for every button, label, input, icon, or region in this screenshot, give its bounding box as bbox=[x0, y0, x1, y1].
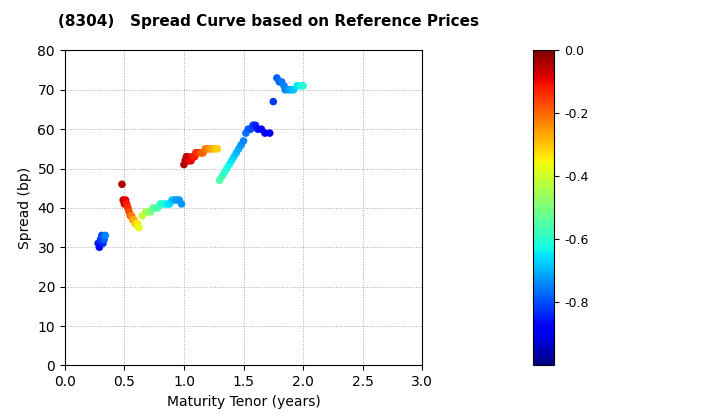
Point bbox=[143, 208, 154, 215]
Point bbox=[96, 232, 107, 239]
Point bbox=[181, 153, 193, 160]
Point bbox=[126, 213, 138, 219]
Point bbox=[130, 220, 142, 227]
Point bbox=[240, 130, 252, 136]
Point bbox=[128, 216, 140, 223]
Point bbox=[238, 138, 249, 144]
X-axis label: Maturity Tenor (years): Maturity Tenor (years) bbox=[166, 395, 320, 409]
Point bbox=[219, 169, 230, 176]
Point bbox=[283, 87, 294, 93]
Point bbox=[271, 75, 283, 81]
Point bbox=[179, 157, 191, 164]
Point bbox=[235, 142, 247, 148]
Point bbox=[196, 150, 207, 156]
Point bbox=[97, 240, 109, 247]
Point bbox=[121, 201, 132, 207]
Point bbox=[278, 82, 289, 89]
Point bbox=[192, 150, 204, 156]
Point bbox=[216, 173, 228, 180]
Point bbox=[147, 205, 158, 211]
Point bbox=[140, 208, 152, 215]
Point bbox=[95, 236, 107, 243]
Point bbox=[94, 244, 105, 251]
Point bbox=[259, 130, 271, 136]
Point bbox=[168, 197, 180, 203]
Point bbox=[199, 145, 211, 152]
Point bbox=[183, 157, 194, 164]
Point bbox=[185, 157, 197, 164]
Point bbox=[130, 220, 141, 227]
Point bbox=[164, 201, 176, 207]
Point bbox=[250, 122, 261, 129]
Point bbox=[120, 197, 131, 203]
Point bbox=[252, 126, 264, 132]
Y-axis label: Spread (bp): Spread (bp) bbox=[18, 167, 32, 249]
Point bbox=[99, 236, 110, 243]
Point bbox=[176, 201, 187, 207]
Point bbox=[221, 165, 233, 172]
Point bbox=[233, 145, 245, 152]
Point bbox=[132, 220, 143, 227]
Point bbox=[116, 181, 127, 188]
Point bbox=[122, 205, 134, 211]
Point bbox=[157, 201, 168, 207]
Point bbox=[292, 82, 303, 89]
Point bbox=[127, 216, 138, 223]
Point bbox=[256, 126, 267, 132]
Point bbox=[230, 150, 242, 156]
Point bbox=[226, 157, 238, 164]
Point bbox=[204, 145, 216, 152]
Point bbox=[133, 224, 145, 231]
Point bbox=[166, 197, 178, 203]
Point bbox=[264, 130, 276, 136]
Point bbox=[279, 87, 291, 93]
Point bbox=[161, 201, 173, 207]
Point bbox=[202, 145, 214, 152]
Point bbox=[189, 153, 200, 160]
Point bbox=[125, 213, 136, 219]
Point bbox=[137, 213, 148, 219]
Point bbox=[181, 153, 192, 160]
Point bbox=[214, 177, 225, 184]
Point bbox=[212, 145, 223, 152]
Point bbox=[186, 153, 198, 160]
Point bbox=[117, 197, 129, 203]
Point bbox=[159, 201, 171, 207]
Point bbox=[152, 205, 163, 211]
Point bbox=[276, 79, 287, 85]
Point bbox=[297, 82, 309, 89]
Point bbox=[178, 161, 189, 168]
Point bbox=[174, 197, 185, 203]
Point bbox=[145, 208, 156, 215]
Point bbox=[243, 126, 254, 132]
Point bbox=[123, 208, 135, 215]
Point bbox=[274, 79, 285, 85]
Point bbox=[154, 201, 166, 207]
Point bbox=[188, 153, 199, 160]
Point bbox=[195, 150, 207, 156]
Point bbox=[288, 87, 300, 93]
Point bbox=[247, 122, 258, 129]
Point bbox=[268, 98, 279, 105]
Point bbox=[223, 161, 235, 168]
Point bbox=[207, 145, 218, 152]
Point bbox=[190, 150, 202, 156]
Text: (8304)   Spread Curve based on Reference Prices: (8304) Spread Curve based on Reference P… bbox=[58, 14, 479, 29]
Point bbox=[150, 205, 161, 211]
Point bbox=[228, 153, 240, 160]
Point bbox=[210, 145, 221, 152]
Point bbox=[171, 197, 183, 203]
Point bbox=[184, 157, 196, 164]
Point bbox=[99, 232, 111, 239]
Point bbox=[295, 82, 307, 89]
Point bbox=[245, 126, 256, 132]
Point bbox=[197, 150, 209, 156]
Point bbox=[119, 201, 130, 207]
Point bbox=[285, 87, 297, 93]
Point bbox=[92, 240, 104, 247]
